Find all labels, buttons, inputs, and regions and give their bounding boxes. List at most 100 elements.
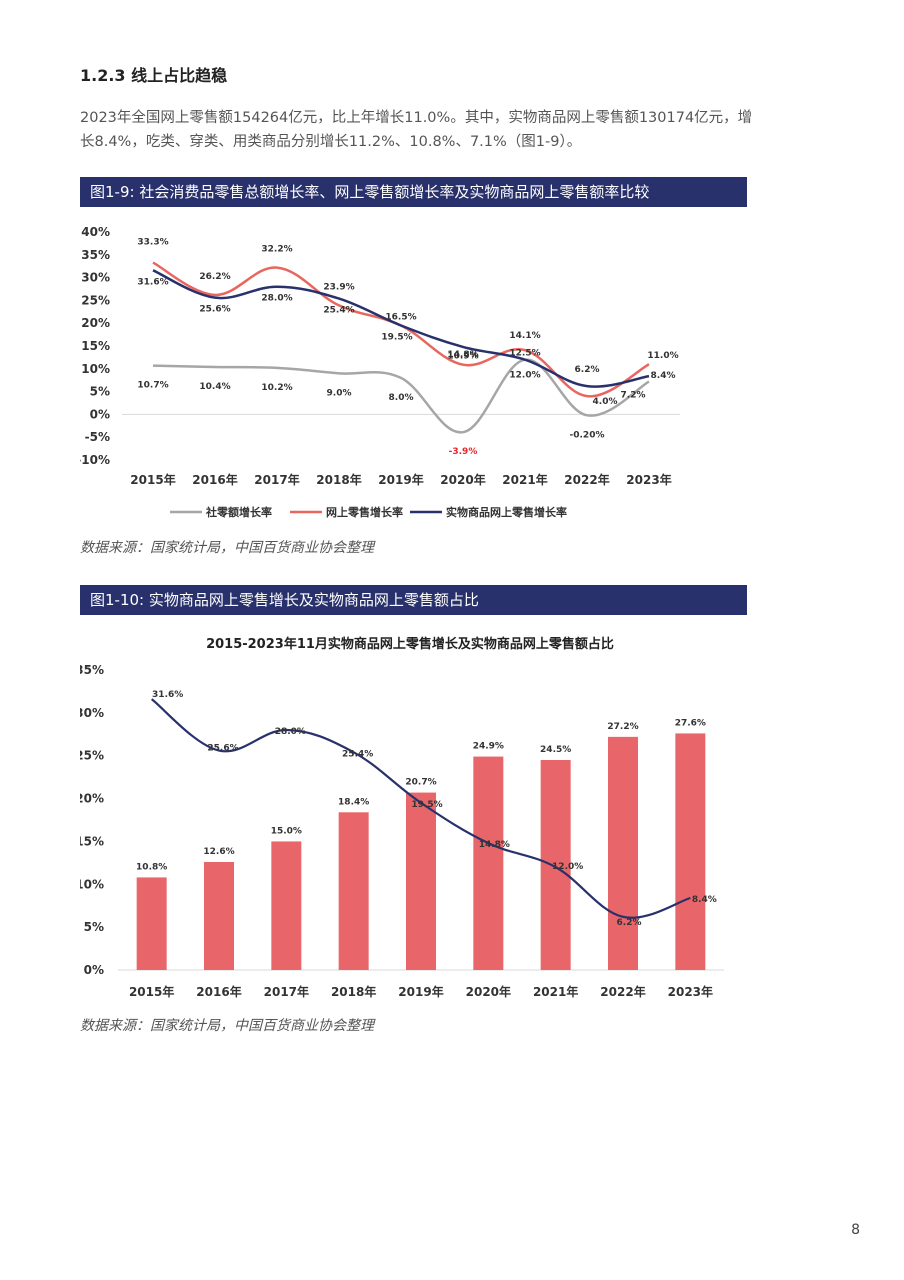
x-tick-label: 2019年 xyxy=(398,984,443,999)
y-tick-label: 10% xyxy=(80,877,104,891)
y-tick-label: 10% xyxy=(81,362,110,376)
bar xyxy=(540,760,571,970)
bar xyxy=(406,792,436,970)
data-label: 33.3% xyxy=(137,238,168,248)
section-title: 1.2.3 线上占比趋稳 xyxy=(80,66,228,85)
data-label: 4.0% xyxy=(593,397,618,407)
x-tick-label: 2020年 xyxy=(440,472,485,487)
bar-data-label: 24.9% xyxy=(473,742,504,752)
bar xyxy=(136,877,167,970)
y-tick-label: 20% xyxy=(80,792,104,806)
bar xyxy=(204,862,234,970)
data-label: 11.0% xyxy=(647,351,678,361)
y-tick-label: 15% xyxy=(81,339,110,353)
x-tick-label: 2015年 xyxy=(129,984,174,999)
x-tick-label: 2017年 xyxy=(264,984,309,999)
data-label: 12.0% xyxy=(509,371,540,381)
line-data-label: 25.6% xyxy=(207,744,238,754)
line-data-label: 28.0% xyxy=(275,727,306,737)
data-label: 10.9% xyxy=(447,352,478,362)
y-tick-label: 20% xyxy=(81,316,110,330)
legend-label: 实物商品网上零售增长率 xyxy=(446,505,567,519)
x-tick-label: 2019年 xyxy=(378,472,423,487)
data-label: 23.9% xyxy=(323,282,354,292)
data-label: 14.8% xyxy=(447,350,478,360)
bar-data-label: 24.5% xyxy=(540,745,571,755)
x-tick-label: 2018年 xyxy=(331,984,376,999)
y-tick-label: 30% xyxy=(81,271,110,285)
x-tick-label: 2018年 xyxy=(316,472,361,487)
x-tick-label: 2021年 xyxy=(502,472,547,487)
data-label: 16.5% xyxy=(385,312,416,322)
x-tick-label: 2016年 xyxy=(196,984,241,999)
data-label: 7.2% xyxy=(621,391,646,401)
data-label: 25.6% xyxy=(199,305,230,315)
data-label: 8.4% xyxy=(651,371,676,381)
line-data-label: 25.4% xyxy=(342,749,373,759)
figure-1-10-source: 数据来源：国家统计局，中国百货商业协会整理 xyxy=(80,1018,374,1034)
data-label: 32.2% xyxy=(261,245,292,255)
bar-data-label: 10.8% xyxy=(136,862,167,872)
x-tick-label: 2023年 xyxy=(668,984,713,999)
bar xyxy=(338,812,369,970)
series-line-3 xyxy=(152,269,650,388)
legend-label: 网上零售增长率 xyxy=(326,505,403,519)
data-label: 28.0% xyxy=(261,294,292,304)
data-label: 25.4% xyxy=(323,306,354,316)
line-data-label: 12.0% xyxy=(552,862,583,872)
x-tick-label: 2022年 xyxy=(600,984,645,999)
page-number: 8 xyxy=(851,1222,860,1238)
data-label: 31.6% xyxy=(137,277,168,287)
y-tick-label: 15% xyxy=(80,834,104,848)
data-label: -0.20% xyxy=(570,430,605,440)
bar-data-label: 20.7% xyxy=(405,778,436,788)
data-label: 12.5% xyxy=(509,349,540,359)
y-tick-label: 30% xyxy=(80,706,104,720)
legend-label: 社零额增长率 xyxy=(205,505,272,519)
figure-1-10-banner: 图1-10: 实物商品网上零售增长及实物商品网上零售额占比 xyxy=(80,585,747,615)
data-label: 10.2% xyxy=(261,383,292,393)
x-tick-label: 2017年 xyxy=(254,472,299,487)
data-label: 10.7% xyxy=(137,381,168,391)
y-tick-label: 5% xyxy=(84,920,104,934)
line-series xyxy=(150,698,691,919)
y-tick-label: 5% xyxy=(90,385,110,399)
line-data-label: 31.6% xyxy=(152,690,183,700)
bar xyxy=(271,841,302,970)
y-tick-label: -10% xyxy=(80,453,110,467)
y-tick-label: 0% xyxy=(90,407,110,421)
bar-data-label: 18.4% xyxy=(338,797,369,807)
series-line-1 xyxy=(152,358,650,434)
figure-1-9-banner: 图1-9: 社会消费品零售总额增长率、网上零售额增长率及实物商品网上零售额率比较 xyxy=(80,177,747,207)
bar xyxy=(473,756,504,970)
line-data-label: 19.5% xyxy=(411,800,442,810)
chart-title: 2015-2023年11月实物商品网上零售增长及实物商品网上零售额占比 xyxy=(206,636,614,652)
data-label: 14.1% xyxy=(509,331,540,341)
y-tick-label: 25% xyxy=(81,293,110,307)
data-label: 9.0% xyxy=(327,388,352,398)
data-label: 26.2% xyxy=(199,272,230,282)
bar-data-label: 15.0% xyxy=(271,826,302,836)
line-data-label: 6.2% xyxy=(617,918,642,928)
y-tick-label: -5% xyxy=(85,430,110,444)
x-tick-label: 2016年 xyxy=(192,472,237,487)
data-label: 19.5% xyxy=(381,332,412,342)
data-label: -3.9% xyxy=(449,447,478,457)
series-line-2 xyxy=(152,261,650,398)
x-tick-label: 2023年 xyxy=(626,472,671,487)
intro-paragraph: 2023年全国网上零售额154264亿元，比上年增长11.0%。其中，实物商品网… xyxy=(80,110,753,150)
y-tick-label: 40% xyxy=(81,225,110,239)
y-tick-label: 0% xyxy=(84,963,104,977)
x-tick-label: 2020年 xyxy=(466,984,511,999)
bar-data-label: 12.6% xyxy=(203,847,234,857)
y-tick-label: 35% xyxy=(81,248,110,262)
data-label: 10.4% xyxy=(199,382,230,392)
x-tick-label: 2022年 xyxy=(564,472,609,487)
data-label: 6.2% xyxy=(575,365,600,375)
figure-1-9-source: 数据来源：国家统计局，中国百货商业协会整理 xyxy=(80,540,374,556)
bar xyxy=(608,736,638,970)
online-share-combo-chart: 2015-2023年11月实物商品网上零售增长及实物商品网上零售额占比 0% 5% 1… xyxy=(80,636,724,999)
x-tick-label: 2015年 xyxy=(130,472,175,487)
data-label: 8.0% xyxy=(389,393,414,403)
line-data-label: 14.8% xyxy=(479,840,510,850)
